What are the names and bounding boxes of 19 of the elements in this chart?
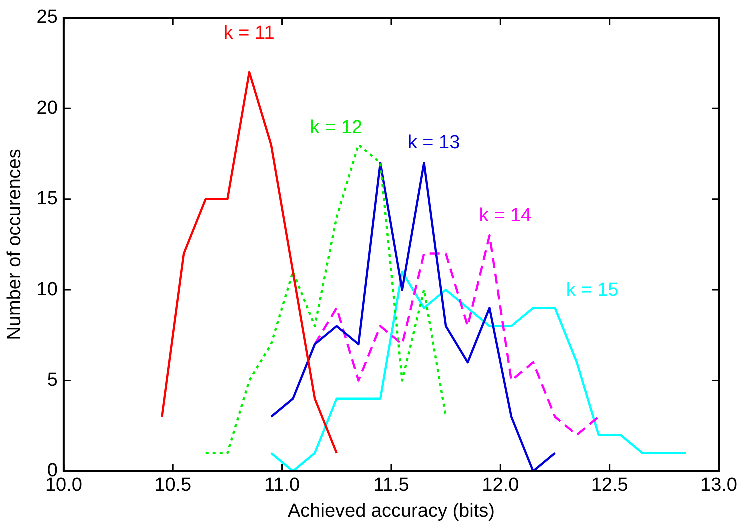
series-label: k = 13 <box>408 132 460 154</box>
x-tick-label: 11.0 <box>264 475 300 496</box>
x-tick-label: 13.0 <box>700 475 738 496</box>
y-axis-title: Number of occurences <box>4 149 26 340</box>
x-tick-label: 11.5 <box>374 475 410 496</box>
x-tick-label: 12.5 <box>591 475 628 496</box>
x-axis-title: Achieved accuracy (bits) <box>288 500 495 522</box>
series-label: k = 14 <box>479 206 532 227</box>
y-tick-label: 25 <box>36 7 58 28</box>
y-tick-label: 20 <box>36 98 58 119</box>
y-tick-label: 10 <box>36 279 58 300</box>
x-tick-label: 10.5 <box>154 475 192 496</box>
y-tick-label: 5 <box>47 370 58 391</box>
x-tick-label: 12.0 <box>482 475 520 496</box>
series-label: k = 12 <box>310 118 363 139</box>
text: k = 11 <box>224 22 275 44</box>
line-series <box>314 234 600 436</box>
series-label: k = 15 <box>566 280 619 301</box>
y-tick-label: 15 <box>36 188 58 210</box>
